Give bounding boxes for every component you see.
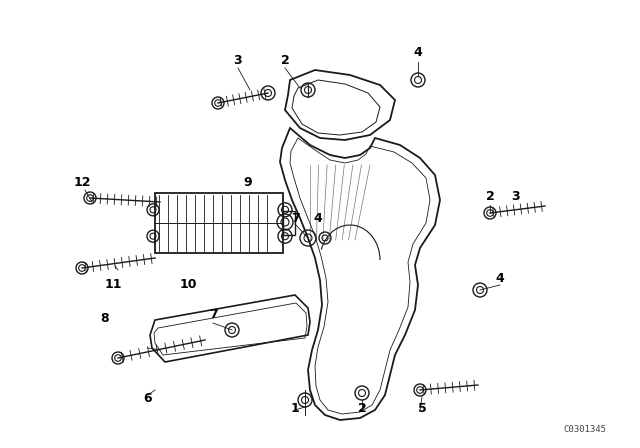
Text: 9: 9 bbox=[244, 177, 252, 190]
Text: 6: 6 bbox=[144, 392, 152, 405]
Text: 7: 7 bbox=[209, 309, 218, 322]
Text: 4: 4 bbox=[413, 46, 422, 59]
Text: 7: 7 bbox=[291, 211, 300, 224]
Text: 12: 12 bbox=[73, 177, 91, 190]
Text: 11: 11 bbox=[104, 277, 122, 290]
Text: 2: 2 bbox=[486, 190, 494, 203]
Text: 5: 5 bbox=[418, 401, 426, 414]
Text: 4: 4 bbox=[495, 271, 504, 284]
Text: 2: 2 bbox=[358, 401, 366, 414]
Text: 1: 1 bbox=[291, 401, 300, 414]
Text: 3: 3 bbox=[234, 53, 243, 66]
Text: 4: 4 bbox=[314, 211, 323, 224]
Text: 10: 10 bbox=[179, 277, 196, 290]
Text: 8: 8 bbox=[100, 311, 109, 324]
Text: C0301345: C0301345 bbox=[563, 426, 607, 435]
Text: 2: 2 bbox=[280, 53, 289, 66]
Text: 3: 3 bbox=[512, 190, 520, 203]
